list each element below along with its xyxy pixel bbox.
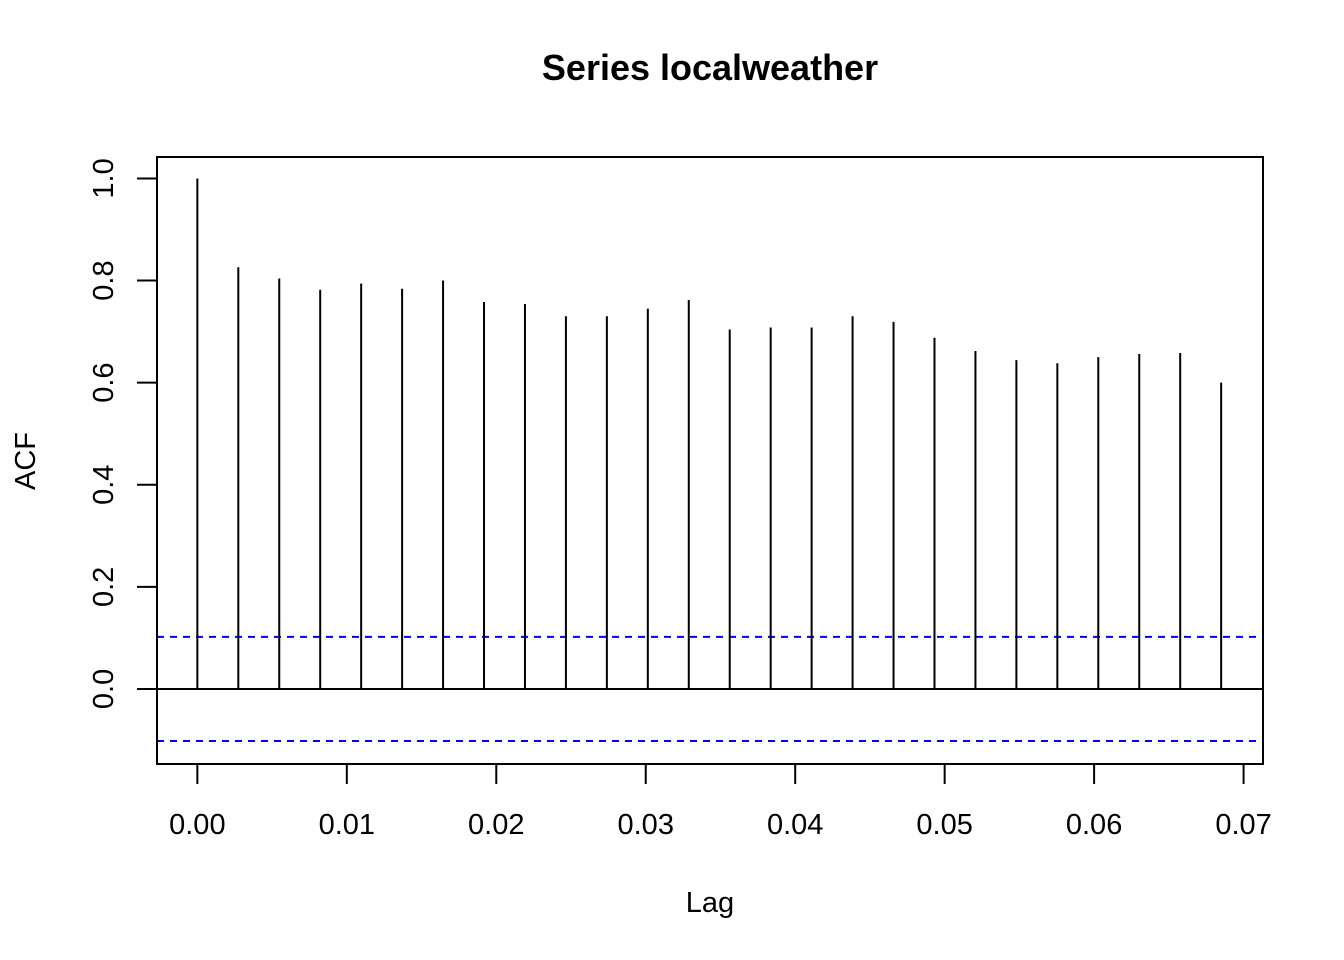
y-tick-label: 0.8 [88, 260, 120, 300]
y-axis-label: ACF [10, 432, 42, 490]
x-tick-label: 0.04 [767, 809, 823, 841]
x-tick-label: 0.05 [916, 809, 972, 841]
x-axis: 0.00 0.01 0.02 0.03 0.04 0.05 0.06 0.07 [169, 763, 1272, 841]
x-tick-label: 0.02 [468, 809, 524, 841]
confidence-bands [157, 635, 1263, 743]
y-tick-label: 0.4 [88, 465, 120, 505]
x-tick-label: 0.06 [1066, 809, 1122, 841]
y-tick-label: 1.0 [88, 158, 120, 198]
y-tick-label: 0.6 [88, 362, 120, 402]
chart-title: Series localweather [542, 47, 878, 88]
y-tick-label: 0.2 [88, 567, 120, 607]
x-tick-label: 0.01 [319, 809, 375, 841]
x-tick-label: 0.07 [1215, 809, 1271, 841]
x-tick-label: 0.00 [169, 809, 225, 841]
y-axis: 0.0 0.2 0.4 0.6 0.8 1.0 [88, 158, 158, 709]
plot-frame [156, 156, 1264, 765]
y-tick-label: 0.0 [88, 669, 120, 709]
x-axis-label: Lag [686, 887, 734, 919]
x-tick-label: 0.03 [618, 809, 674, 841]
acf-spikes [157, 178, 1263, 690]
